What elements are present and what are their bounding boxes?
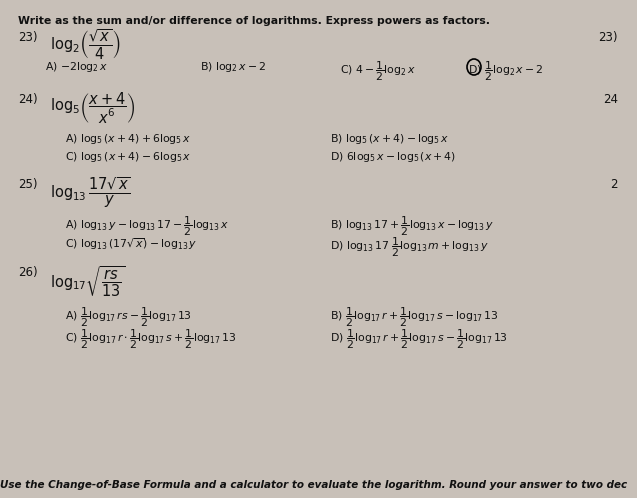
Text: D) $6\log_5 x - \log_5(x+4)$: D) $6\log_5 x - \log_5(x+4)$	[330, 150, 456, 164]
Text: D) $\log_{13} 17\;\dfrac{1}{2}\log_{13} m + \log_{13} y$: D) $\log_{13} 17\;\dfrac{1}{2}\log_{13} …	[330, 236, 489, 259]
Text: A) $\dfrac{1}{2}\log_{17} rs - \dfrac{1}{2}\log_{17} 13$: A) $\dfrac{1}{2}\log_{17} rs - \dfrac{1}…	[65, 306, 192, 329]
Text: D) $\dfrac{1}{2}\log_2 x - 2$: D) $\dfrac{1}{2}\log_2 x - 2$	[468, 60, 543, 83]
Text: 25): 25)	[18, 178, 38, 191]
Text: B) $\log_{13} 17 + \dfrac{1}{2}\log_{13} x - \log_{13} y$: B) $\log_{13} 17 + \dfrac{1}{2}\log_{13}…	[330, 215, 494, 239]
Text: C) $\dfrac{1}{2}\log_{17} r \cdot \dfrac{1}{2}\log_{17} s + \dfrac{1}{2}\log_{17: C) $\dfrac{1}{2}\log_{17} r \cdot \dfrac…	[65, 328, 236, 352]
Text: Write as the sum and/or difference of logarithms. Express powers as factors.: Write as the sum and/or difference of lo…	[18, 16, 490, 26]
Text: B) $\log_2 x - 2$: B) $\log_2 x - 2$	[200, 60, 266, 74]
Text: C) $4 - \dfrac{1}{2}\log_2 x$: C) $4 - \dfrac{1}{2}\log_2 x$	[340, 60, 416, 83]
Text: C) $\log_{13}(17\sqrt{x}) - \log_{13} y$: C) $\log_{13}(17\sqrt{x}) - \log_{13} y$	[65, 236, 197, 251]
Text: 26): 26)	[18, 266, 38, 279]
Text: 2: 2	[610, 178, 618, 191]
Text: 23): 23)	[599, 31, 618, 44]
Text: $\log_{13}\dfrac{17\sqrt{x}}{y}$: $\log_{13}\dfrac{17\sqrt{x}}{y}$	[50, 176, 131, 211]
Text: A) $\log_5(x+4) + 6\log_5 x$: A) $\log_5(x+4) + 6\log_5 x$	[65, 132, 191, 146]
Text: $\log_2\!\left(\dfrac{\sqrt{x}}{4}\right)$: $\log_2\!\left(\dfrac{\sqrt{x}}{4}\right…	[50, 28, 121, 62]
Text: 24: 24	[603, 93, 618, 106]
Text: 23): 23)	[18, 31, 38, 44]
Text: D) $\dfrac{1}{2}\log_{17} r + \dfrac{1}{2}\log_{17} s - \dfrac{1}{2}\log_{17} 13: D) $\dfrac{1}{2}\log_{17} r + \dfrac{1}{…	[330, 328, 508, 352]
Text: 24): 24)	[18, 93, 38, 106]
Text: A) $\log_{13} y - \log_{13} 17 - \dfrac{1}{2}\log_{13} x$: A) $\log_{13} y - \log_{13} 17 - \dfrac{…	[65, 215, 229, 239]
Text: C) $\log_5(x+4) - 6\log_5 x$: C) $\log_5(x+4) - 6\log_5 x$	[65, 150, 192, 164]
Text: A) $-2\log_2 x$: A) $-2\log_2 x$	[45, 60, 108, 74]
Text: B) $\dfrac{1}{2}\log_{17} r + \dfrac{1}{2}\log_{17} s - \log_{17} 13$: B) $\dfrac{1}{2}\log_{17} r + \dfrac{1}{…	[330, 306, 499, 329]
Text: Use the Change-of-Base Formula and a calculator to evaluate the logarithm. Round: Use the Change-of-Base Formula and a cal…	[0, 480, 627, 490]
Text: $\log_{17}\!\sqrt{\dfrac{rs}{13}}$: $\log_{17}\!\sqrt{\dfrac{rs}{13}}$	[50, 264, 125, 299]
Text: B) $\log_5(x+4) - \log_5 x$: B) $\log_5(x+4) - \log_5 x$	[330, 132, 450, 146]
Text: $\log_5\!\left(\dfrac{x+4}{x^6}\right)$: $\log_5\!\left(\dfrac{x+4}{x^6}\right)$	[50, 91, 135, 126]
